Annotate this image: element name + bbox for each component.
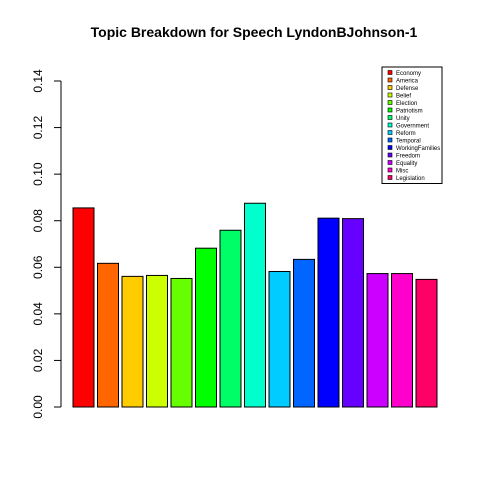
- bar-america: [97, 262, 119, 408]
- legend-swatch: [387, 70, 393, 75]
- legend-label: Belief: [396, 93, 411, 99]
- legend-swatch: [387, 85, 393, 90]
- legend-label: America: [396, 78, 419, 84]
- bar-economy: [72, 207, 95, 408]
- bar-freedom: [342, 218, 364, 408]
- legend-label: Misc: [396, 168, 408, 174]
- bar-government: [244, 202, 266, 408]
- y-tick-label: 0.06: [31, 255, 45, 279]
- bar-temporal: [293, 258, 315, 408]
- y-tick-label: 0.08: [31, 209, 45, 233]
- legend-swatch: [387, 130, 393, 135]
- bar-legislation: [415, 278, 438, 408]
- legend-label: WorkingFamilies: [396, 146, 440, 152]
- legend-label: Patriotism: [396, 108, 423, 114]
- legend-label: Reform: [396, 131, 416, 137]
- legend-swatch: [387, 160, 393, 165]
- legend-swatch: [387, 122, 393, 128]
- legend-label: Election: [396, 101, 417, 107]
- legend-label: Government: [396, 123, 429, 129]
- bar-misc: [391, 273, 413, 408]
- legend-swatch: [387, 152, 393, 158]
- bar-unity: [219, 229, 242, 408]
- legend-swatch: [387, 137, 393, 143]
- legend-swatch: [387, 107, 393, 113]
- y-tick-label: 0.10: [31, 162, 45, 186]
- y-tick-label: 0.12: [31, 116, 45, 140]
- legend-label: Equality: [396, 161, 417, 167]
- legend-label: Temporal: [396, 138, 421, 144]
- bar-patriotism: [195, 247, 217, 408]
- y-tick-label: 0.00: [31, 395, 45, 419]
- y-axis: 0.00 0.02 0.04 0.06 0.08 0.10 0.12 0.14: [31, 69, 62, 419]
- bar-belief: [146, 274, 168, 408]
- y-tick-label: 0.02: [31, 348, 45, 372]
- legend-swatch: [387, 100, 393, 105]
- legend-swatch: [387, 92, 393, 98]
- legend-swatch: [387, 145, 393, 150]
- chart-title: Topic Breakdown for Speech LyndonBJohnso…: [91, 24, 418, 40]
- legend-label: Defense: [396, 86, 419, 92]
- legend-swatch: [387, 175, 393, 180]
- bar-workingfamilies: [317, 217, 340, 408]
- y-tick-label: 0.14: [31, 69, 45, 93]
- bar-equality: [366, 273, 389, 408]
- legend-label: Legislation: [396, 176, 425, 182]
- legend-label: Freedom: [396, 153, 420, 159]
- bar-defense: [121, 275, 144, 408]
- legend-swatch: [387, 77, 393, 83]
- bar-election: [170, 277, 193, 408]
- legend-swatch: [387, 167, 393, 173]
- y-tick-label: 0.04: [31, 302, 45, 326]
- bar-reform: [268, 270, 291, 408]
- legend-swatch: [387, 115, 393, 120]
- legend-label: Unity: [396, 116, 410, 122]
- bars-group: [72, 202, 438, 408]
- legend-label: Economy: [396, 71, 421, 77]
